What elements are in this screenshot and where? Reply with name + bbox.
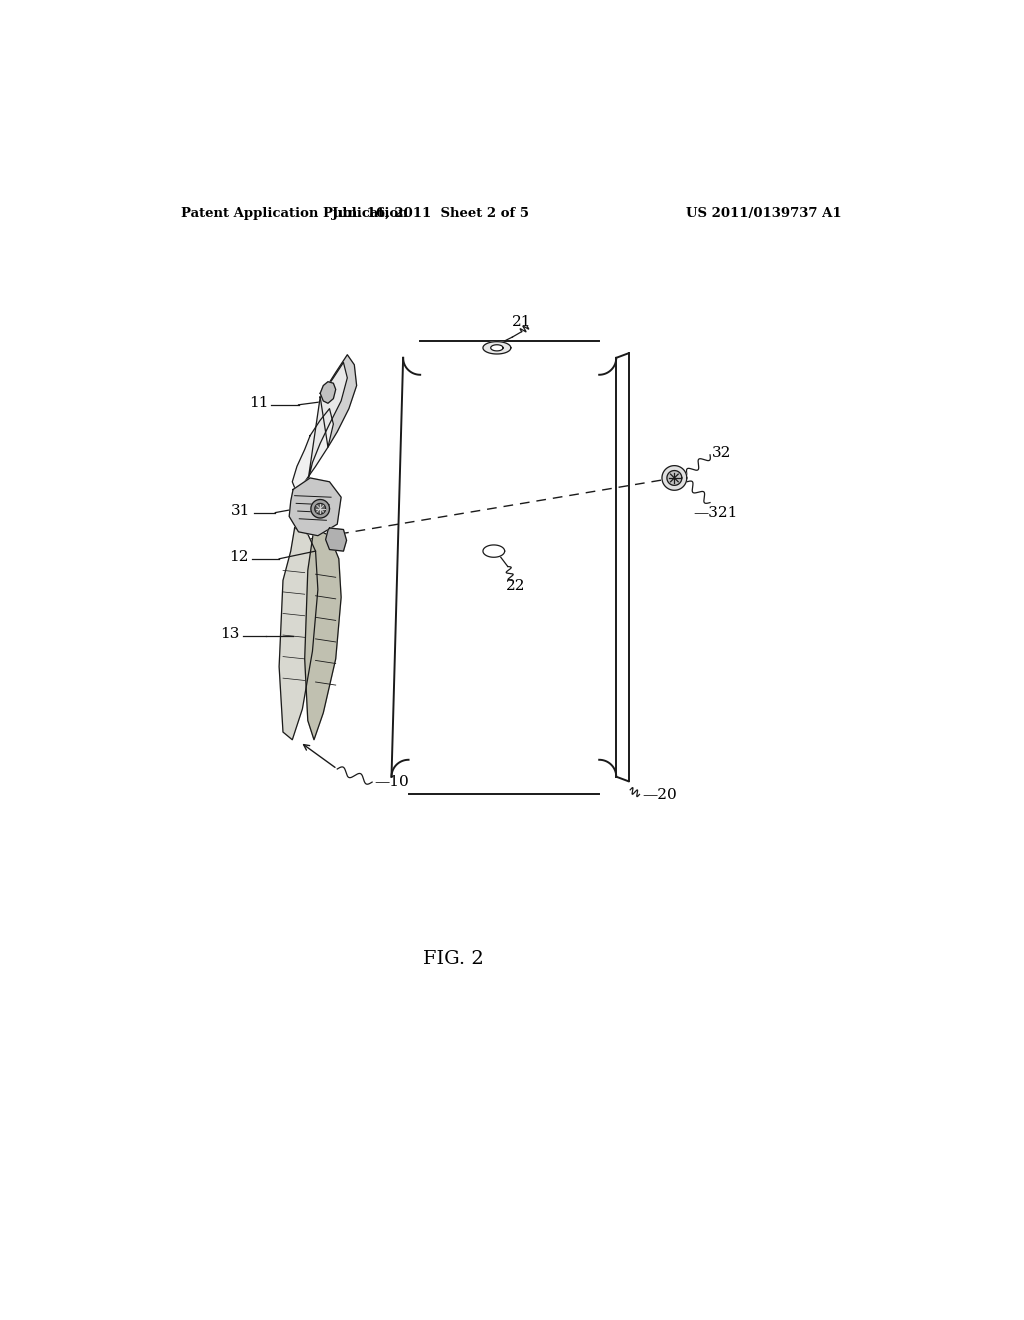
Text: Jun. 16, 2011  Sheet 2 of 5: Jun. 16, 2011 Sheet 2 of 5 [332,207,528,220]
Polygon shape [483,342,511,354]
Polygon shape [292,409,334,494]
Polygon shape [321,355,356,447]
Text: 12: 12 [229,550,249,564]
Text: 22: 22 [506,578,525,593]
Polygon shape [308,363,347,482]
Polygon shape [616,354,629,780]
Text: 31: 31 [231,504,251,517]
Text: —20: —20 [643,788,677,803]
Text: US 2011/0139737 A1: US 2011/0139737 A1 [686,207,842,220]
Text: Patent Application Publication: Patent Application Publication [180,207,408,220]
Polygon shape [667,470,682,486]
Text: 13: 13 [220,627,240,642]
Text: 11: 11 [250,396,269,411]
Polygon shape [305,528,341,739]
Polygon shape [314,503,326,513]
Polygon shape [662,466,687,490]
Text: FIG. 2: FIG. 2 [423,950,484,968]
Text: —10: —10 [375,775,410,789]
Polygon shape [289,478,341,536]
Polygon shape [326,528,346,552]
Text: 21: 21 [512,314,531,329]
Polygon shape [384,335,630,797]
Polygon shape [321,381,336,404]
Polygon shape [490,345,503,351]
Text: 32: 32 [712,446,731,461]
Polygon shape [483,545,505,557]
Text: —321: —321 [693,507,737,520]
Polygon shape [311,499,330,517]
Polygon shape [280,528,317,739]
